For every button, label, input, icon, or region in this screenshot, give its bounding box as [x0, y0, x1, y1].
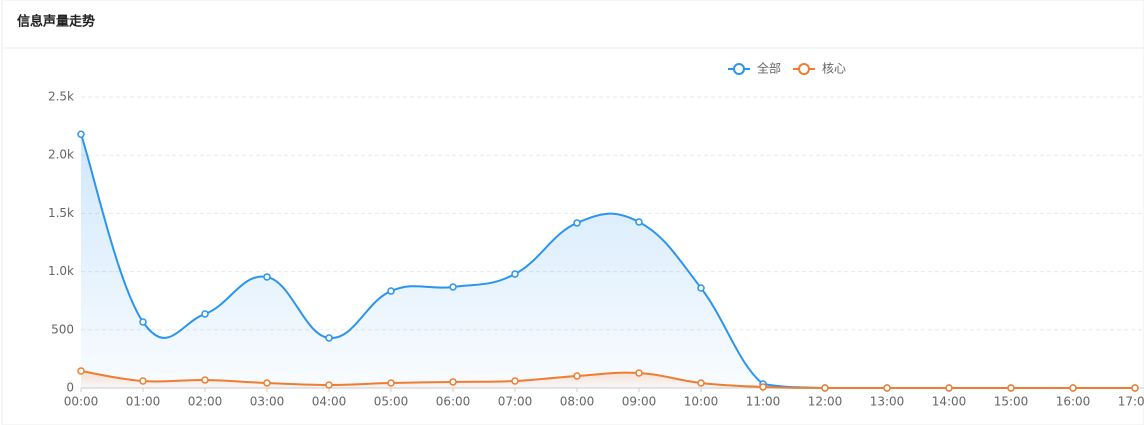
point [387, 379, 395, 387]
point [387, 287, 395, 295]
x-tick-label: 04:00 [312, 395, 347, 409]
point [883, 384, 891, 392]
point [759, 383, 767, 391]
point [511, 270, 519, 278]
point [635, 218, 643, 226]
y-tick-label: 2.0k [48, 148, 74, 162]
x-tick-label: 12:00 [808, 395, 843, 409]
point [263, 273, 271, 281]
point [77, 367, 85, 375]
area [81, 134, 1135, 388]
point [325, 334, 333, 342]
point [573, 219, 581, 227]
point [697, 284, 705, 292]
y-tick-label: 1.5k [48, 206, 74, 220]
x-tick-label: 13:00 [870, 395, 905, 409]
x-tick-label: 16:00 [1056, 395, 1091, 409]
point [139, 318, 147, 326]
point [573, 372, 581, 380]
point [325, 381, 333, 389]
point [697, 379, 705, 387]
y-tick-label: 0 [66, 381, 74, 395]
x-tick-label: 05:00 [374, 395, 409, 409]
x-tick-label: 03:00 [250, 395, 285, 409]
x-tick-label: 15:00 [994, 395, 1029, 409]
x-tick-label: 06:00 [436, 395, 471, 409]
point [201, 376, 209, 384]
x-tick-label: 11:00 [746, 395, 781, 409]
point [139, 377, 147, 385]
point [1069, 384, 1077, 392]
x-tick-label: 07:00 [498, 395, 533, 409]
point [511, 377, 519, 385]
point [821, 384, 829, 392]
point [1007, 384, 1015, 392]
x-tick-label: 17:00 [1118, 395, 1144, 409]
legend-label: 全部 [757, 61, 781, 76]
x-tick-label: 14:00 [932, 395, 967, 409]
x-tick-label: 08:00 [560, 395, 595, 409]
area [81, 371, 1135, 388]
point [1131, 384, 1139, 392]
x-tick-label: 09:00 [622, 395, 657, 409]
y-tick-label: 1.0k [48, 264, 74, 278]
point [449, 378, 457, 386]
legend-label: 核心 [822, 62, 846, 76]
y-tick-label: 500 [51, 322, 74, 336]
point [635, 369, 643, 377]
point [263, 379, 271, 387]
line [80, 370, 1135, 389]
point [449, 283, 457, 291]
x-tick-label: 10:00 [684, 395, 719, 409]
x-tick-label: 02:00 [188, 395, 223, 409]
y-tick-label: 2.5k [48, 90, 74, 104]
panel-title: 信息声量走势 [17, 14, 95, 30]
x-tick-label: 00:00 [64, 395, 99, 409]
x-tick-label: 01:00 [126, 395, 161, 409]
point [77, 130, 85, 138]
point [201, 310, 209, 318]
point [945, 384, 953, 392]
legend-icon [733, 63, 745, 75]
legend-icon [798, 63, 810, 75]
